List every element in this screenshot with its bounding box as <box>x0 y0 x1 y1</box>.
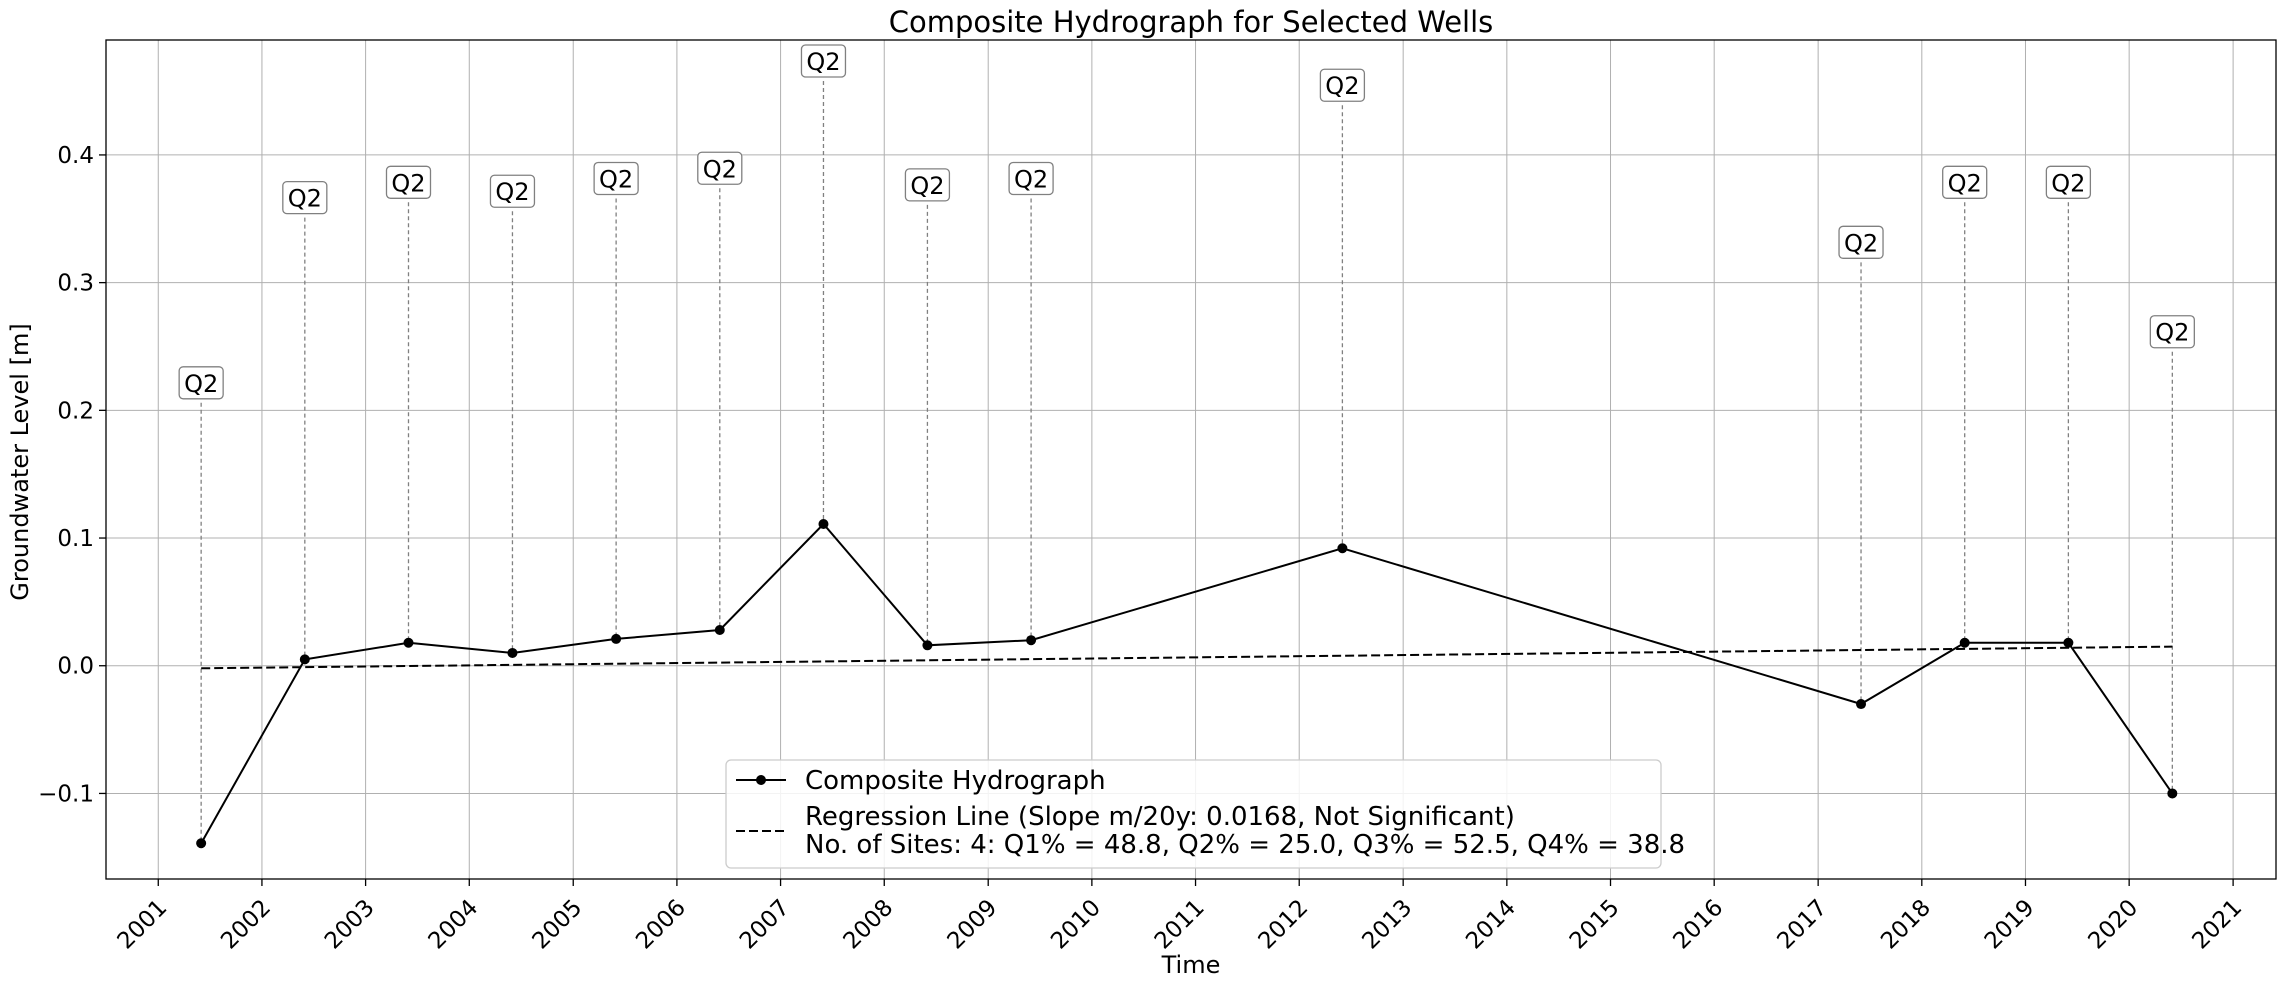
annotation-label: Q2 <box>1325 72 1359 100</box>
annotation-label: Q2 <box>2051 169 2085 197</box>
annotation-box <box>1319 68 1366 102</box>
plot-area-frame <box>105 39 2277 880</box>
y-tick-label: 0.0 <box>57 654 94 680</box>
data-series <box>196 518 2178 849</box>
data-point <box>714 624 725 635</box>
y-axis-ticks: −0.1 0.0 0.1 0.2 0.3 0.4 <box>38 143 106 807</box>
annotation-label: Q2 <box>1844 229 1878 257</box>
annotation-box <box>904 168 951 202</box>
annotation-box <box>2149 315 2195 349</box>
data-point <box>611 633 622 644</box>
annotation-box <box>593 161 639 196</box>
annotation-label: Q2 <box>391 169 425 197</box>
data-point <box>2167 788 2178 799</box>
chart-title: Composite Hydrograph for Selected Wells <box>889 5 1494 39</box>
legend-note-sites: No. of Sites: 4: Q1% = 48.8, Q2% = 25.0,… <box>805 830 1685 860</box>
annotation-box <box>2045 165 2092 199</box>
y-tick-label: −0.1 <box>38 781 94 807</box>
composite-hydrograph-line <box>200 522 2174 844</box>
data-point <box>196 838 207 849</box>
data-point <box>922 640 933 651</box>
legend-marker-composite <box>756 775 766 785</box>
annotation-box <box>1008 161 1054 196</box>
annotation-label: Q2 <box>2155 319 2189 347</box>
data-point <box>1959 637 1970 648</box>
annotation-label: Q2 <box>703 155 737 183</box>
annotation-label: Q2 <box>1014 165 1048 193</box>
annotation-box <box>282 180 328 215</box>
data-point <box>1026 635 1037 646</box>
quarter-annotations: Q2 Q2 Q2 Q2 Q2 Q2 Q2 Q2 Q2 Q2 Q2 Q2 Q2 Q2 <box>178 44 2195 844</box>
data-point <box>2063 637 2074 648</box>
legend-label-composite: Composite Hydrograph <box>805 766 1106 796</box>
annotation-label: Q2 <box>806 48 840 76</box>
annotation-box <box>697 151 743 185</box>
annotation-label: Q2 <box>910 172 944 200</box>
annotation-box <box>1838 225 1884 259</box>
annotation-box <box>1942 165 1988 199</box>
annotation-label: Q2 <box>184 370 218 398</box>
annotation-box <box>385 165 432 199</box>
x-axis-label: Time <box>1161 951 1221 979</box>
annotation-box <box>800 44 847 78</box>
y-tick-label: 0.1 <box>57 526 94 552</box>
data-point <box>403 637 414 648</box>
annotation-label: Q2 <box>495 178 529 206</box>
annotation-box <box>178 366 224 400</box>
regression-line <box>201 645 2173 670</box>
legend-box <box>725 759 1662 869</box>
annotation-label: Q2 <box>288 185 322 213</box>
legend: Composite Hydrograph Regression Line (Sl… <box>725 759 1685 869</box>
data-point <box>1856 699 1867 710</box>
annotation-label: Q2 <box>1948 169 1982 197</box>
grid-lines <box>106 40 2276 879</box>
y-tick-label: 0.4 <box>57 143 94 169</box>
annotation-box <box>489 174 536 208</box>
data-point <box>818 518 829 529</box>
y-axis-label: Groundwater Level [m] <box>6 323 34 600</box>
data-point <box>1337 543 1348 554</box>
y-tick-label: 0.2 <box>57 398 94 424</box>
legend-label-regression: Regression Line (Slope m/20y: 0.0168, No… <box>805 802 1515 832</box>
data-point <box>507 647 518 658</box>
data-point <box>299 654 310 665</box>
annotation-label: Q2 <box>599 165 633 193</box>
y-tick-label: 0.3 <box>57 271 94 297</box>
